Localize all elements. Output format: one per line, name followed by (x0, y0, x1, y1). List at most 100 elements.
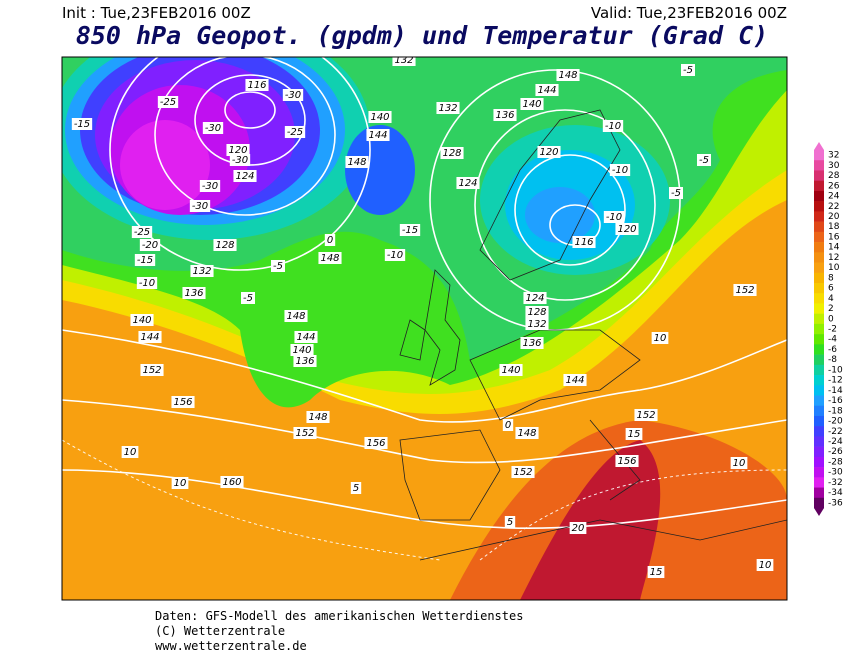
contour-label-box (324, 234, 336, 246)
contour-label: -5 (243, 293, 253, 304)
legend-swatch (814, 477, 824, 488)
legend-label: 0 (828, 314, 834, 324)
legend-swatch (814, 201, 824, 212)
legend-swatch (814, 344, 824, 355)
contour-label-box (647, 566, 665, 578)
contour-label-box (306, 411, 330, 423)
contour-label: 10 (654, 333, 667, 344)
contour-label-box (493, 109, 517, 121)
legend-swatch (814, 293, 824, 304)
legend-label: 18 (828, 222, 840, 232)
contour-label-box (556, 69, 580, 81)
footer-line: Daten: GFS-Modell des amerikanischen Wet… (155, 609, 523, 623)
legend-swatch (814, 170, 824, 181)
contour-label-box (537, 146, 561, 158)
contour-label: 128 (442, 148, 461, 159)
contour-label-box (756, 559, 774, 571)
contour-label: -30 (232, 155, 248, 166)
contour-label: 5 (507, 517, 513, 528)
valid-time: Valid: Tue,23FEB2016 00Z (591, 4, 787, 22)
legend-label: -24 (828, 437, 843, 447)
contour-label: 144 (565, 375, 584, 386)
contour-label: 132 (527, 319, 546, 330)
legend-label: -12 (828, 376, 843, 386)
legend-swatch (814, 221, 824, 233)
legend-swatch (814, 180, 824, 192)
contour-label: -5 (273, 261, 283, 272)
contour-label: 132 (394, 55, 413, 66)
contour-label: 132 (192, 266, 211, 277)
contour-label: 132 (438, 103, 457, 114)
legend-label: 2 (828, 304, 834, 314)
contour-label: 140 (522, 99, 541, 110)
contour-label: -25 (287, 127, 303, 138)
contour-label-box (603, 211, 625, 223)
legend-label: -26 (828, 447, 843, 457)
contour-label-box (226, 144, 250, 156)
contour-label: 15 (650, 567, 663, 578)
color-legend: 32302826242220181614121086420-2-4-6-8-10… (814, 142, 843, 516)
contour-label: 120 (539, 147, 558, 158)
legend-label: -2 (828, 325, 837, 335)
footer-line: (C) Wetterzentrale (155, 624, 285, 638)
contour-label-box (138, 331, 162, 343)
contour-label: 148 (558, 70, 577, 81)
legend-swatch (814, 211, 824, 222)
contour-label: -25 (134, 227, 150, 238)
contour-label-box (366, 129, 390, 141)
legend-swatch (814, 231, 824, 243)
contour-label: 128 (527, 307, 546, 318)
legend-label: 28 (828, 171, 840, 181)
contour-label: 124 (525, 293, 544, 304)
contour-label-box (121, 446, 139, 458)
footer-line: www.wetterzentrale.de (155, 639, 307, 653)
contour-label: 120 (228, 145, 247, 156)
contour-label-box (504, 516, 516, 528)
contour-label-box (525, 306, 549, 318)
contour-label: 148 (347, 157, 366, 168)
contour-label: 148 (286, 311, 305, 322)
contour-label: 148 (517, 428, 536, 439)
legend-label: 8 (828, 273, 834, 283)
contour-label-box (171, 477, 189, 489)
legend-swatch (814, 405, 824, 417)
contour-label: 152 (295, 428, 314, 439)
contour-label: 148 (320, 253, 339, 264)
contour-label-box (71, 118, 93, 130)
legend-swatch (814, 364, 824, 376)
contour-label: 136 (184, 288, 203, 299)
legend-label: -10 (828, 365, 843, 375)
contour-label-box (669, 187, 683, 199)
contour-label: 156 (617, 456, 636, 467)
legend-swatch (814, 467, 824, 478)
legend-swatch (814, 252, 824, 263)
contour-label: -30 (192, 201, 208, 212)
contour-label-box (525, 318, 549, 330)
contour-label: -15 (74, 119, 90, 130)
contour-label: -20 (142, 240, 158, 251)
contour-label: 152 (735, 285, 754, 296)
legend-label: 32 (828, 151, 839, 161)
legend-swatch (814, 426, 824, 437)
contour-label-box (520, 337, 544, 349)
contour-label-box (318, 252, 342, 264)
legend-swatch (814, 446, 824, 458)
contour-label: -10 (139, 278, 155, 289)
contour-label: 144 (368, 130, 387, 141)
contour-label-box (515, 427, 539, 439)
contour-label: -30 (202, 181, 218, 192)
contour-label: 116 (247, 80, 266, 91)
legend-label: 12 (828, 253, 839, 263)
legend-swatch (814, 375, 824, 386)
contour-label-box (634, 409, 658, 421)
legend-label: -32 (828, 478, 843, 488)
contour-label-box (220, 476, 244, 488)
legend-swatch (814, 415, 824, 427)
contour-label-box (499, 364, 523, 376)
contour-label-box (182, 287, 206, 299)
contour-label: -30 (285, 90, 301, 101)
contour-label-box (651, 332, 669, 344)
contour-label: 128 (215, 240, 234, 251)
legend-swatch (814, 262, 824, 274)
